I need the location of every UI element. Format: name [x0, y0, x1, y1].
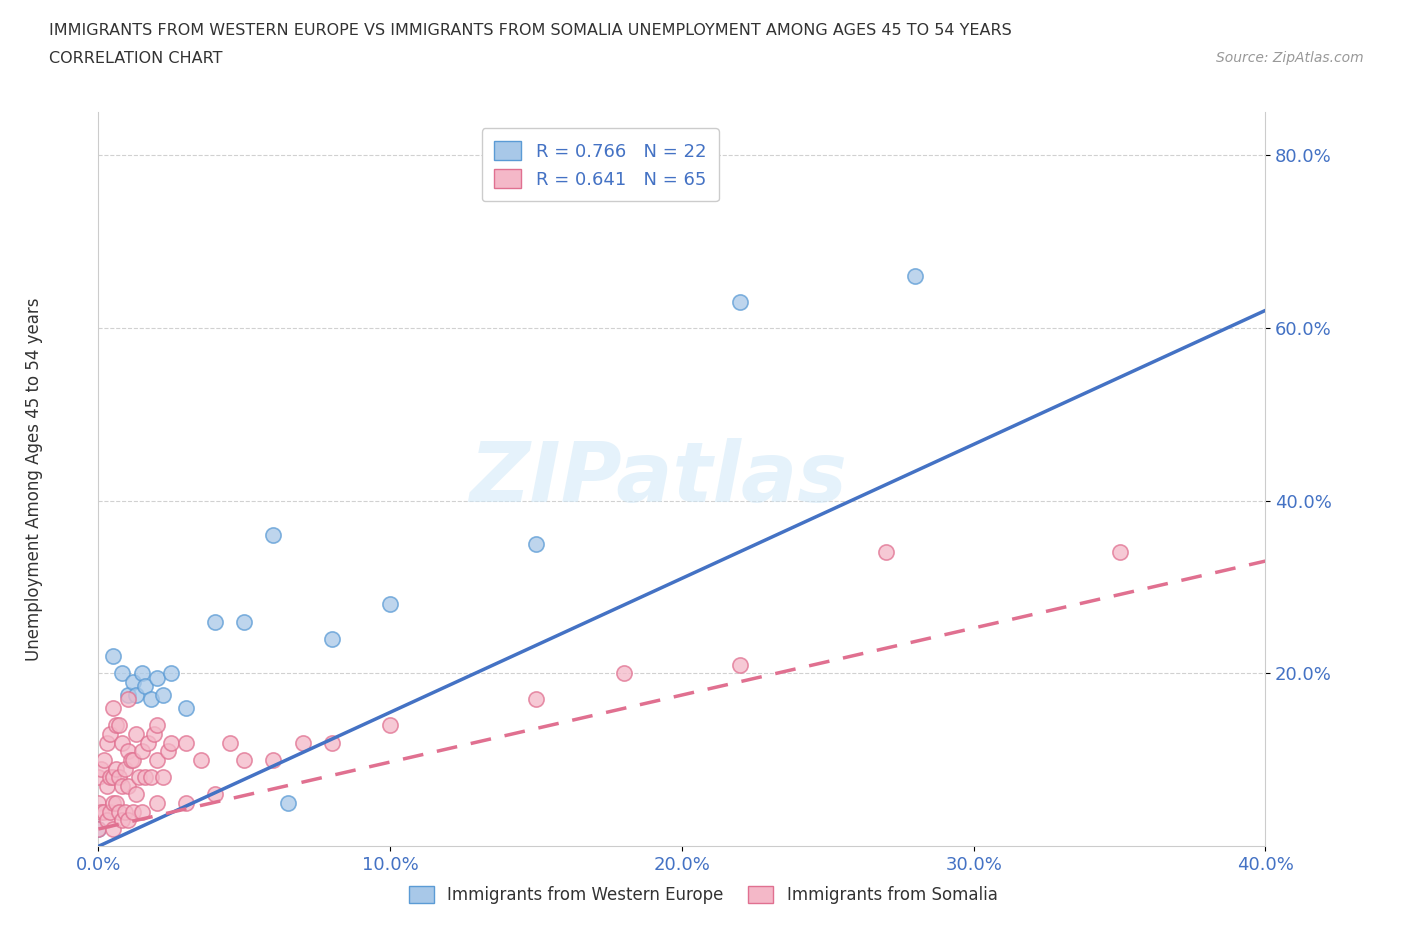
Point: [152, 687, 174, 702]
Point: [90, 761, 112, 776]
Point: [730, 294, 752, 309]
Point: [101, 770, 124, 785]
Point: [174, 796, 197, 811]
Point: [139, 692, 162, 707]
Point: [612, 666, 634, 681]
Text: CORRELATION CHART: CORRELATION CHART: [49, 51, 222, 66]
Point: [90, 804, 112, 819]
Point: [321, 631, 343, 646]
Point: [128, 770, 150, 785]
Point: [120, 752, 142, 767]
Point: [108, 770, 131, 785]
Point: [104, 761, 127, 776]
Point: [190, 752, 212, 767]
Legend: R = 0.766   N = 22, R = 0.641   N = 65: R = 0.766 N = 22, R = 0.641 N = 65: [482, 128, 718, 201]
Point: [117, 744, 139, 759]
Point: [122, 804, 145, 819]
Point: [87, 770, 110, 785]
Point: [108, 804, 131, 819]
Point: [524, 692, 547, 707]
Point: [146, 718, 169, 733]
Point: [111, 735, 134, 750]
Point: [136, 735, 159, 750]
Point: [152, 770, 174, 785]
Point: [730, 658, 752, 672]
Point: [93, 804, 115, 819]
Point: [117, 692, 139, 707]
Point: [204, 614, 226, 629]
Point: [321, 735, 343, 750]
Point: [904, 269, 927, 284]
Text: IMMIGRANTS FROM WESTERN EUROPE VS IMMIGRANTS FROM SOMALIA UNEMPLOYMENT AMONG AGE: IMMIGRANTS FROM WESTERN EUROPE VS IMMIGR…: [49, 23, 1012, 38]
Point: [291, 735, 314, 750]
Point: [233, 752, 256, 767]
Point: [96, 778, 118, 793]
Point: [117, 778, 139, 793]
Point: [174, 735, 197, 750]
Point: [125, 787, 148, 802]
Point: [139, 770, 162, 785]
Point: [146, 671, 169, 685]
Point: [380, 597, 402, 612]
Point: [101, 821, 124, 836]
Point: [277, 796, 299, 811]
Point: [134, 679, 156, 694]
Point: [157, 744, 180, 759]
Point: [93, 752, 115, 767]
Point: [146, 752, 169, 767]
Point: [104, 796, 127, 811]
Point: [160, 666, 183, 681]
Point: [87, 821, 110, 836]
Point: [524, 537, 547, 551]
Point: [111, 666, 134, 681]
Point: [131, 744, 153, 759]
Point: [146, 796, 169, 811]
Point: [174, 700, 197, 715]
Point: [101, 700, 124, 715]
Point: [134, 770, 156, 785]
Point: [114, 761, 136, 776]
Point: [218, 735, 240, 750]
Point: [117, 813, 139, 828]
Point: [87, 796, 110, 811]
Text: ZIPatlas: ZIPatlas: [470, 438, 848, 520]
Point: [108, 718, 131, 733]
Point: [125, 726, 148, 741]
Text: Source: ZipAtlas.com: Source: ZipAtlas.com: [1216, 51, 1364, 65]
Point: [87, 821, 110, 836]
Text: Unemployment Among Ages 45 to 54 years: Unemployment Among Ages 45 to 54 years: [25, 298, 44, 660]
Point: [131, 804, 153, 819]
Point: [875, 545, 897, 560]
Point: [160, 735, 183, 750]
Point: [98, 770, 121, 785]
Point: [125, 687, 148, 702]
Point: [104, 718, 127, 733]
Point: [233, 614, 256, 629]
Point: [101, 796, 124, 811]
Point: [111, 813, 134, 828]
Point: [131, 666, 153, 681]
Point: [142, 726, 165, 741]
Point: [114, 804, 136, 819]
Point: [101, 649, 124, 664]
Point: [96, 735, 118, 750]
Point: [96, 813, 118, 828]
Point: [117, 687, 139, 702]
Point: [111, 778, 134, 793]
Point: [262, 527, 284, 542]
Point: [122, 752, 145, 767]
Point: [98, 804, 121, 819]
Point: [204, 787, 226, 802]
Point: [1108, 545, 1130, 560]
Point: [122, 674, 145, 689]
Point: [380, 718, 402, 733]
Legend: Immigrants from Western Europe, Immigrants from Somalia: Immigrants from Western Europe, Immigran…: [401, 878, 1005, 912]
Point: [262, 752, 284, 767]
Point: [98, 726, 121, 741]
